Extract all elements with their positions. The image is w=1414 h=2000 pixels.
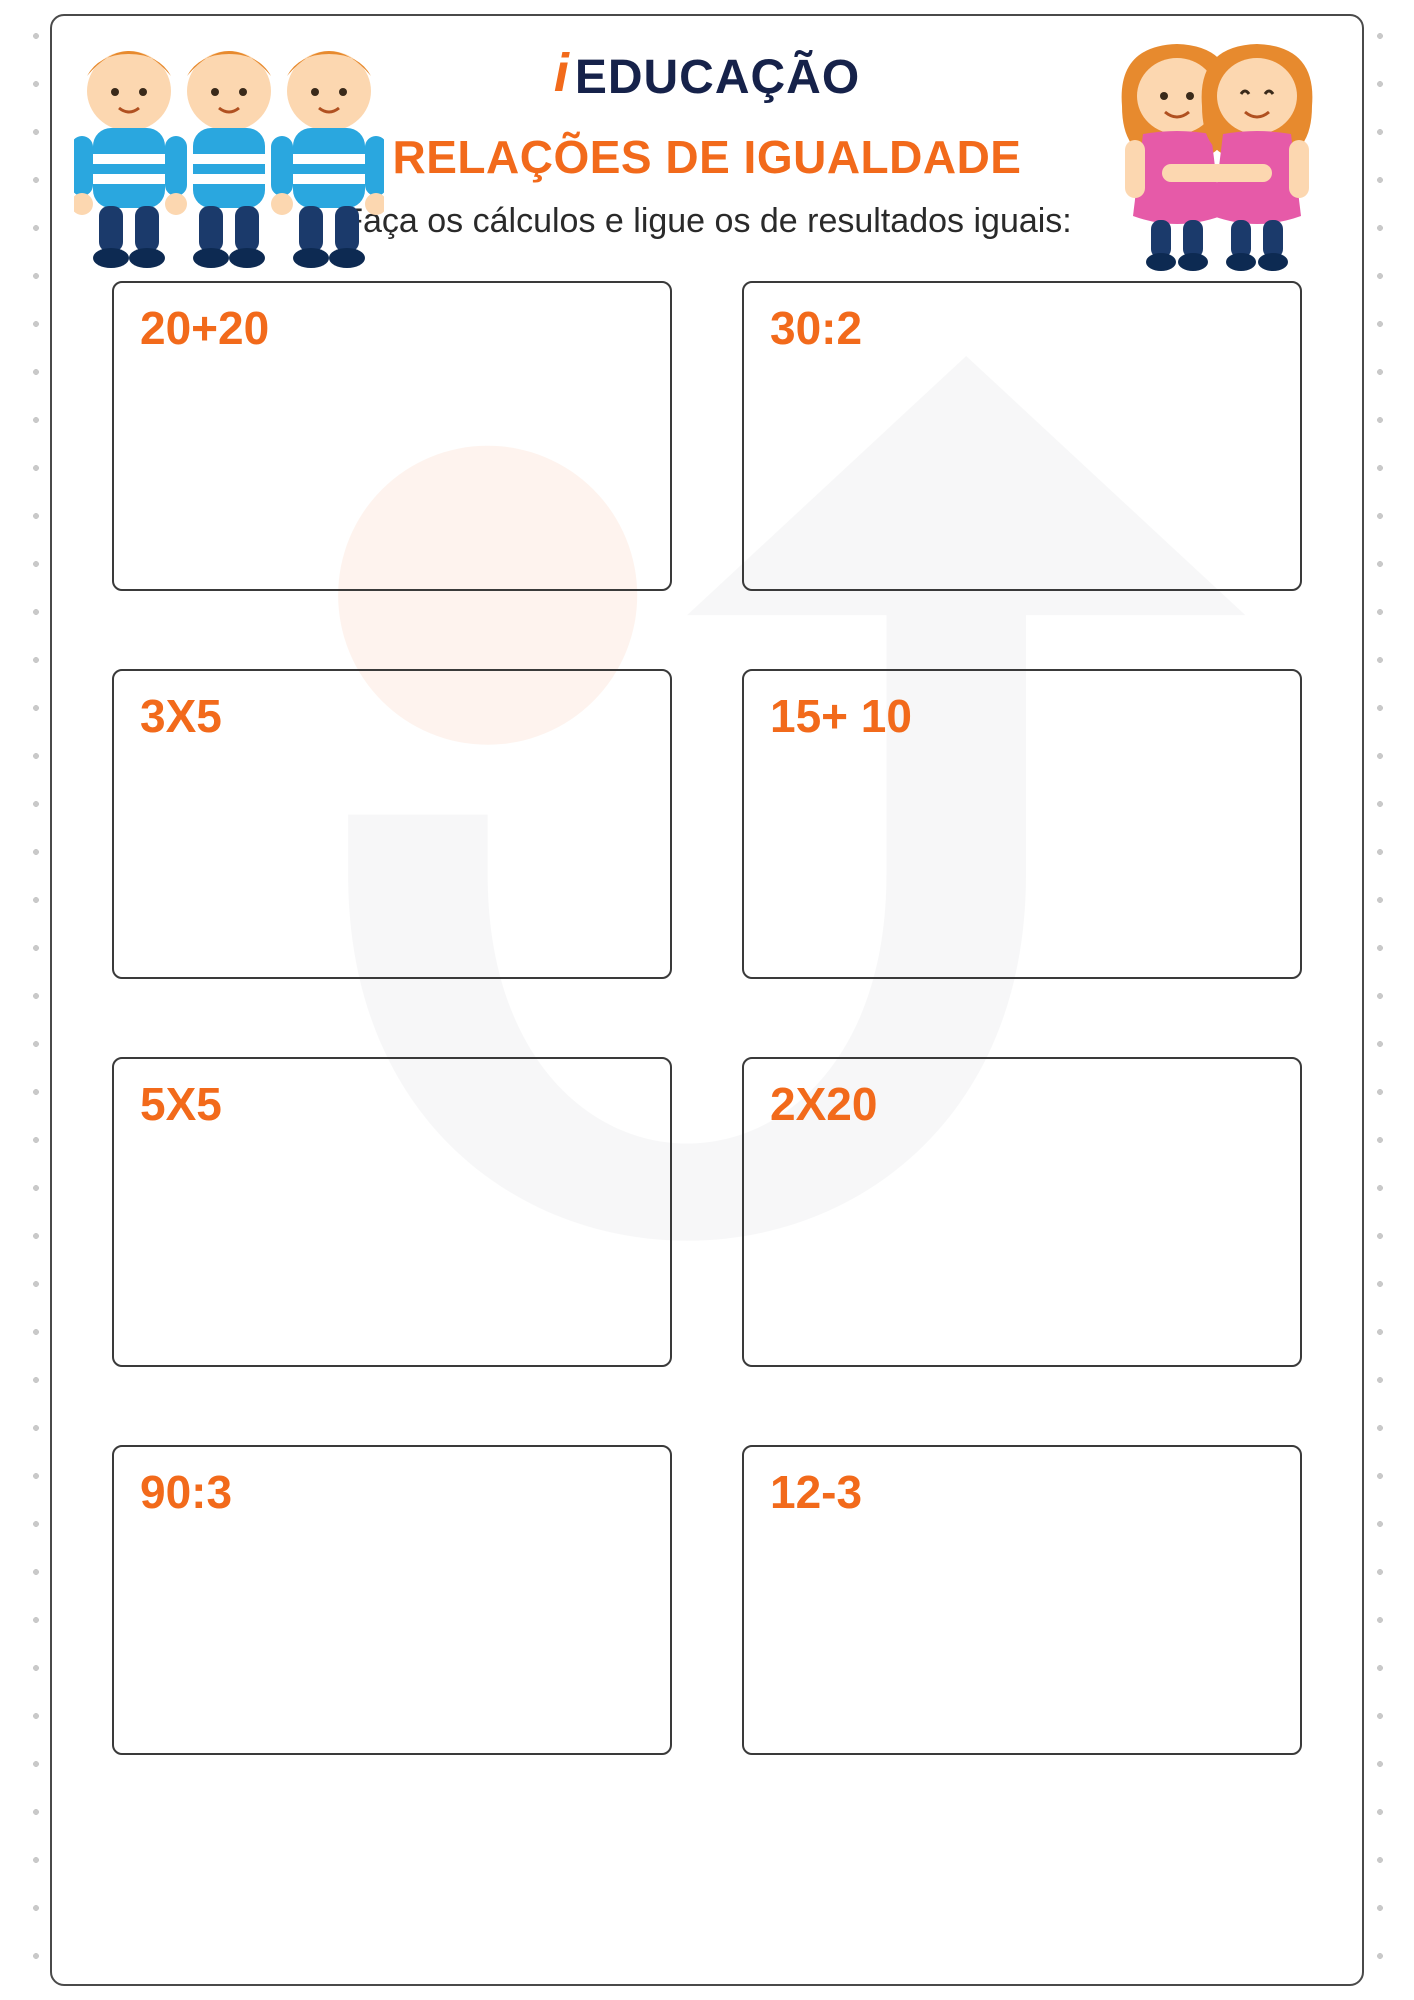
boys-illustration-icon bbox=[74, 36, 384, 276]
calc-card: 90:3 bbox=[112, 1445, 672, 1755]
card-row: 3X5 15+ 10 bbox=[112, 669, 1302, 979]
calc-expression: 20+20 bbox=[140, 301, 644, 355]
calc-card: 2X20 bbox=[742, 1057, 1302, 1367]
girls-illustration-icon bbox=[1102, 36, 1332, 276]
calc-expression: 12-3 bbox=[770, 1465, 1274, 1519]
calc-card: 5X5 bbox=[112, 1057, 672, 1367]
calc-expression: 2X20 bbox=[770, 1077, 1274, 1131]
cards-grid: 20+20 30:2 3X5 15+ 10 5X5 2X20 90:3 bbox=[52, 281, 1362, 1755]
worksheet-header: i EDUCAÇÃO RELAÇÕES DE IGUALDADE Faça os… bbox=[52, 16, 1362, 241]
brand-name: EDUCAÇÃO bbox=[575, 50, 860, 105]
calc-expression: 90:3 bbox=[140, 1465, 644, 1519]
calc-card: 3X5 bbox=[112, 669, 672, 979]
calc-expression: 30:2 bbox=[770, 301, 1274, 355]
card-row: 20+20 30:2 bbox=[112, 281, 1302, 591]
calc-card: 30:2 bbox=[742, 281, 1302, 591]
calc-card: 12-3 bbox=[742, 1445, 1302, 1755]
calc-expression: 5X5 bbox=[140, 1077, 644, 1131]
card-row: 5X5 2X20 bbox=[112, 1057, 1302, 1367]
worksheet-page: i EDUCAÇÃO RELAÇÕES DE IGUALDADE Faça os… bbox=[50, 14, 1364, 1986]
card-row: 90:3 12-3 bbox=[112, 1445, 1302, 1755]
calc-card: 15+ 10 bbox=[742, 669, 1302, 979]
calc-expression: 3X5 bbox=[140, 689, 644, 743]
calc-expression: 15+ 10 bbox=[770, 689, 1274, 743]
brand-accent-char: i bbox=[554, 42, 569, 104]
calc-card: 20+20 bbox=[112, 281, 672, 591]
